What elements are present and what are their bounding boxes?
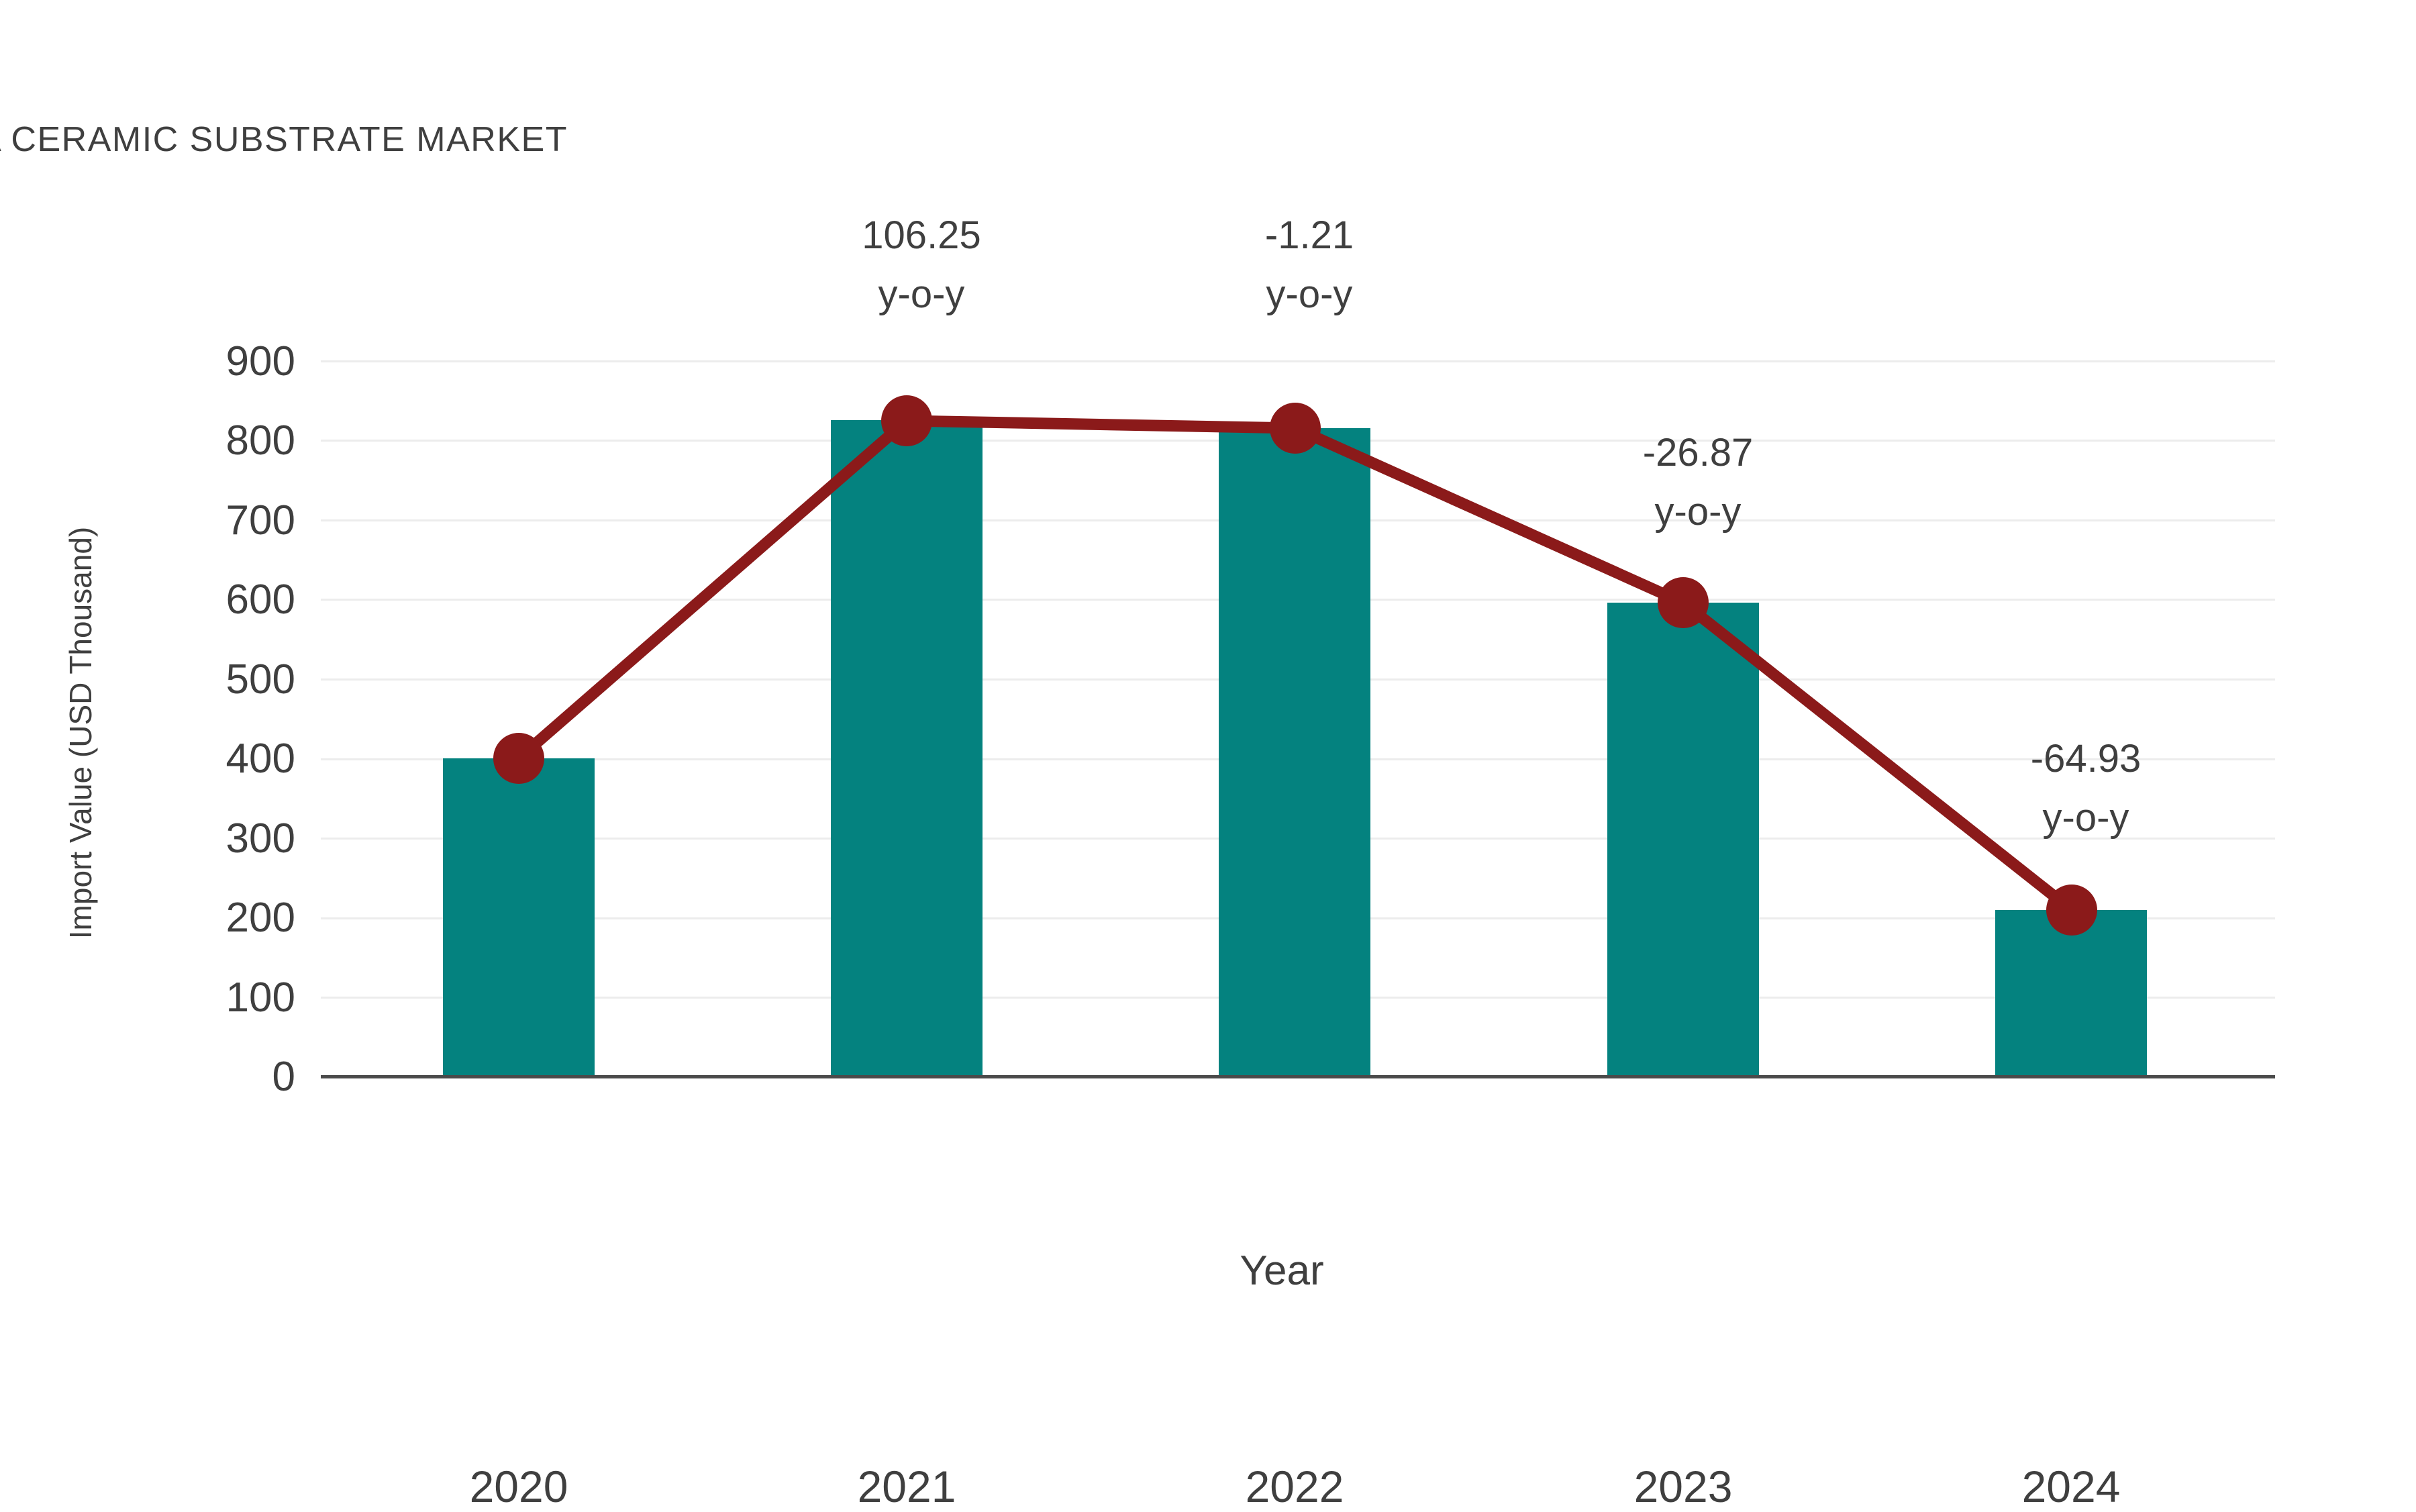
annotation-2024: -64.93 y-o-y [2030,737,2142,840]
y-axis-tick-400: 400 [225,736,295,782]
y-axis-tick-200: 200 [225,895,295,941]
y-axis-tick-500: 500 [225,656,295,703]
x-axis-tick-2022: 2022 [1245,1462,1344,1511]
bar-2023[interactable] [1607,603,1759,1077]
y-axis-tick-600: 600 [225,576,295,623]
x-axis-tick-2021: 2021 [857,1462,956,1511]
bar-2021[interactable] [831,420,983,1076]
chart-canvas: CAMBODIA CERAMIC SUBSTRATE MARKET Import… [0,120,2275,1511]
y-axis-tick-300: 300 [225,815,295,862]
y-axis-tick-900: 900 [225,338,295,385]
annotation-2023: -26.87 y-o-y [1642,431,1754,534]
bar-2020[interactable] [443,758,595,1076]
x-axis-title: Year [1240,1248,1324,1294]
chart-title: CAMBODIA CERAMIC SUBSTRATE MARKET [0,120,568,159]
y-axis-tick-0: 0 [272,1054,295,1100]
annotation-2021: 106.25 y-o-y [862,213,981,317]
y-axis-tick-800: 800 [225,417,295,464]
gridline-900 [321,360,2275,362]
annotation-2022: -1.21 y-o-y [1264,213,1354,317]
x-axis-line [321,1075,2275,1078]
plot-area: 2020 2021 2022 2023 2024 106.25 y-o-y -1… [321,213,2275,1511]
x-axis-tick-2023: 2023 [1633,1462,1733,1511]
y-axis-tick-100: 100 [225,974,295,1021]
x-axis-tick-2020: 2020 [469,1462,568,1511]
x-axis-tick-2024: 2024 [2021,1462,2121,1511]
y-axis-tick-700: 700 [225,497,295,544]
bar-2022[interactable] [1219,428,1370,1076]
bar-2024[interactable] [1995,910,2147,1076]
